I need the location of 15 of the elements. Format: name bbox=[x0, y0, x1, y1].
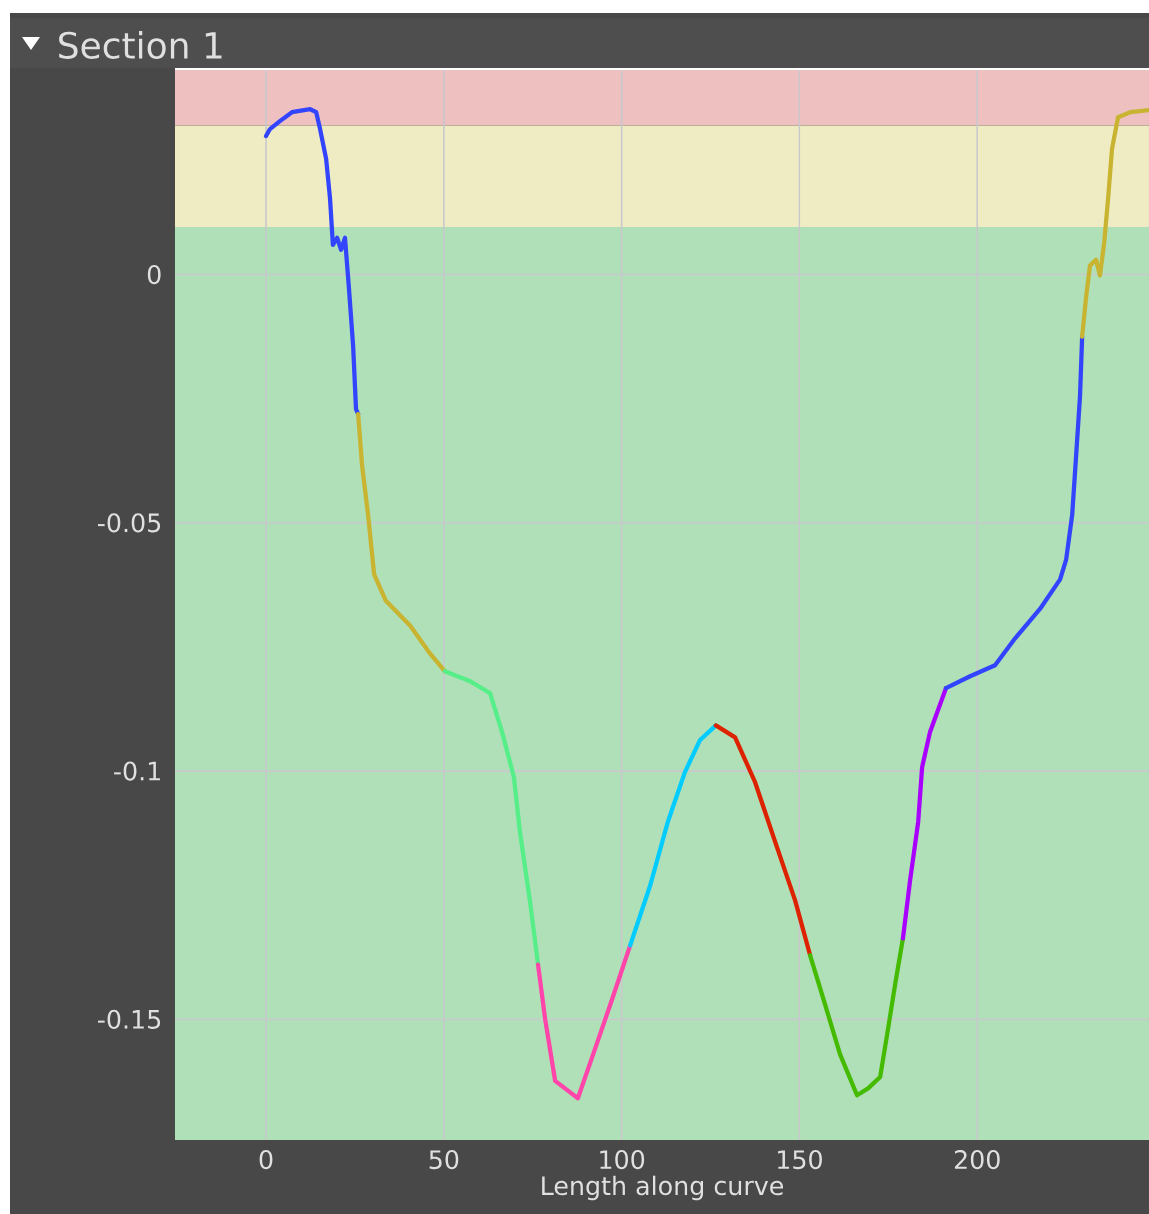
x-tick-label: 100 bbox=[600, 1150, 645, 1170]
x-axis-title: Length along curve bbox=[542, 1175, 784, 1201]
y-tick-label: -0.1 bbox=[114, 761, 160, 781]
y-tick-label: -0.05 bbox=[97, 513, 161, 533]
x-tick-label: 200 bbox=[954, 1150, 1000, 1170]
line-series bbox=[356, 411, 448, 674]
y-tick-label: 0 bbox=[147, 264, 161, 285]
x-tick-label: 50 bbox=[429, 1150, 459, 1170]
line-series bbox=[900, 686, 949, 941]
line-series bbox=[1080, 108, 1149, 339]
x-tick-label: 0 bbox=[259, 1150, 273, 1170]
y-tick-label: -0.15 bbox=[97, 1009, 161, 1029]
line-series bbox=[628, 723, 719, 948]
chart-title: Section 1 bbox=[59, 31, 222, 59]
x-tick-label: 150 bbox=[778, 1150, 822, 1170]
